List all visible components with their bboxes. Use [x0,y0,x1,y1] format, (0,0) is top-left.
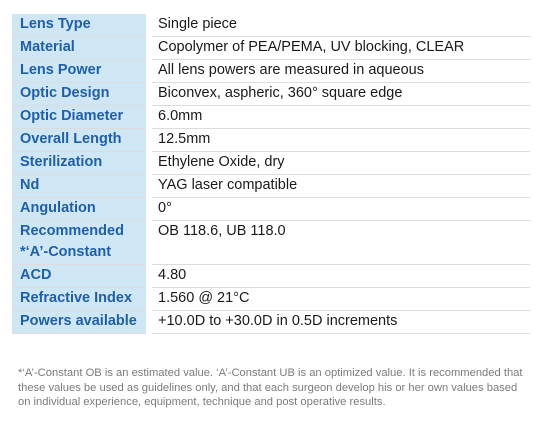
spec-value: 1.560 @ 21°C [149,287,530,311]
spec-label: Optic Design [12,82,152,106]
spec-value: 0° [149,197,530,221]
spec-label-line: Recommended [20,223,124,239]
spec-value: 6.0mm [149,105,530,129]
spec-row-nd: Nd YAG laser compatible [12,174,530,198]
spec-value: Single piece [149,14,530,37]
spec-row-lens-power: Lens Power All lens powers are measured … [12,59,530,83]
spec-value: Copolymer of PEA/PEMA, UV blocking, CLEA… [149,36,530,60]
spec-row-optic-design: Optic Design Biconvex, aspheric, 360° sq… [12,82,530,106]
spec-label: Angulation [12,197,152,221]
spec-row-powers-available: Powers available +10.0D to +30.0D in 0.5… [12,310,530,334]
spec-label: Lens Type [12,14,152,37]
spec-value: YAG laser compatible [149,174,530,198]
spec-label: Refractive Index [12,287,152,311]
spec-value: All lens powers are measured in aqueous [149,59,530,83]
spec-row-overall-length: Overall Length 12.5mm [12,128,530,152]
spec-value: 4.80 [149,264,530,288]
spec-row-acd: ACD 4.80 [12,264,530,288]
spec-label: ACD [12,264,152,288]
spec-row-lens-type: Lens Type Single piece [12,14,530,37]
footnote: *‘A’-Constant OB is an estimated value. … [18,367,523,409]
spec-row-material: Material Copolymer of PEA/PEMA, UV block… [12,36,530,60]
spec-label: Optic Diameter [12,105,152,129]
spec-label: Overall Length [12,128,152,152]
spec-label: Sterilization [12,151,152,175]
spec-value: Biconvex, aspheric, 360° square edge [149,82,530,106]
spec-label: Material [12,36,152,60]
spec-value: Ethylene Oxide, dry [149,151,530,175]
spec-row-refractive-index: Refractive Index 1.560 @ 21°C [12,287,530,311]
spec-row-a-constant: Recommended *‘A’-Constant OB 118.6, UB 1… [12,220,530,265]
spec-row-sterilization: Sterilization Ethylene Oxide, dry [12,151,530,175]
spec-label: Recommended *‘A’-Constant [12,220,152,265]
spec-row-optic-diameter: Optic Diameter 6.0mm [12,105,530,129]
spec-label: Nd [12,174,152,198]
spec-label: Lens Power [12,59,152,83]
spec-row-angulation: Angulation 0° [12,197,530,221]
lens-spec-table: Lens Type Single piece Material Copolyme… [12,14,530,334]
spec-value: 12.5mm [149,128,530,152]
spec-label-line: *‘A’-Constant [20,244,112,260]
spec-value: OB 118.6, UB 118.0 [149,220,530,265]
spec-value: +10.0D to +30.0D in 0.5D increments [149,310,530,334]
spec-label: Powers available [12,310,152,334]
